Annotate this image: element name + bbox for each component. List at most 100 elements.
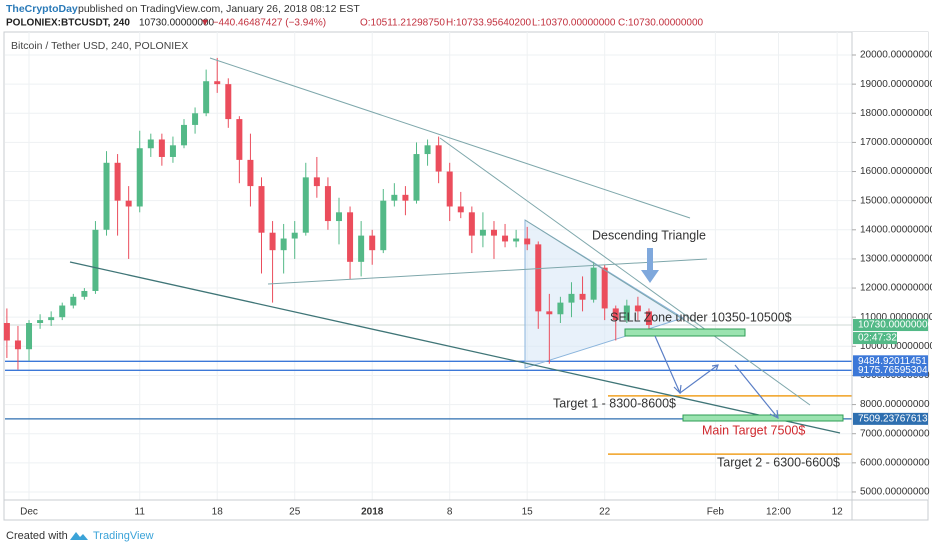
open: O:10511.21298750 (360, 18, 445, 29)
y-tick-label: 17000.00000000 (860, 137, 932, 148)
candle-body (81, 290, 88, 297)
symbol: POLONIEX:BTCUSDT, 240 (6, 18, 130, 29)
y-tick-label: 15000.00000000 (860, 195, 932, 206)
y-tick-label: 16000.00000000 (860, 166, 932, 177)
candle-body (181, 124, 188, 146)
candle-body (502, 235, 509, 242)
author[interactable]: TheCryptoDay (6, 3, 78, 15)
last-price-badge (853, 319, 928, 332)
candle-body (612, 308, 619, 321)
candle-body (214, 81, 221, 85)
y-tick-label: 10000.00000000 (860, 341, 932, 352)
annotation: Main Target 7500$ (702, 423, 805, 437)
y-tick-label: 14000.00000000 (860, 224, 932, 235)
candles (3, 57, 652, 370)
trend-line (524, 219, 701, 331)
main-target-zone (682, 414, 844, 422)
candle-body (424, 145, 431, 155)
candle-body (324, 186, 331, 222)
y-tick-label: 8000.00000000 (860, 399, 930, 410)
x-tick-label: 25 (289, 507, 301, 518)
candle-body (313, 177, 320, 187)
candle-body (14, 340, 21, 350)
y-tick-label: 18000.00000000 (860, 108, 932, 119)
trend-line (439, 137, 811, 406)
level-label: 9484.92011451 (858, 356, 927, 367)
x-tick-label: 8 (447, 507, 453, 518)
candle-body (634, 305, 641, 312)
y-tick-label: 20000.00000000 (860, 50, 932, 61)
x-tick-label: 15 (522, 507, 534, 518)
annotation: Target 1 - 8300-8600$ (553, 396, 676, 410)
brand[interactable]: TradingView (93, 530, 154, 542)
candle-body (479, 229, 486, 236)
candle-body (48, 317, 55, 321)
candle-body (169, 145, 176, 157)
x-tick-label: 22 (599, 507, 611, 518)
close: C:10730.00000000 (618, 18, 704, 29)
low: L:10370.00000000 (532, 18, 616, 29)
level-badge (853, 364, 928, 377)
candle-body (623, 305, 630, 321)
candle-body (557, 302, 564, 315)
candle-body (269, 232, 276, 251)
down-arrow (647, 248, 653, 270)
candle-body (601, 267, 608, 309)
candle-body (37, 320, 44, 324)
candle-body (435, 145, 442, 172)
candle-body (26, 323, 33, 350)
candle-body (291, 232, 298, 239)
candle-body (358, 235, 365, 262)
candle-body (402, 194, 409, 201)
annotation: SELL Zone under 10350-10500$ (610, 310, 792, 324)
sell-zone (624, 328, 746, 337)
annotation: Descending Triangle (592, 228, 706, 242)
published: published on TradingView.com, January 26… (78, 3, 360, 15)
candle-body (203, 81, 210, 114)
candle-body (568, 293, 575, 303)
countdown-badge (853, 332, 897, 345)
candle-body (103, 162, 110, 230)
y-tick-label: 7000.00000000 (860, 428, 930, 439)
y-tick-label: 11000.00000000 (860, 312, 932, 323)
high: H:10733.95640200 (446, 18, 532, 29)
candle-body (92, 229, 99, 291)
arrows (654, 335, 779, 420)
candle-body (225, 84, 232, 120)
candle-body (590, 267, 597, 300)
level-label: 9175.76595304 (858, 365, 928, 376)
x-tick-label: 12 (832, 507, 844, 518)
x-tick-label: Dec (20, 507, 38, 518)
candle-body (457, 206, 464, 213)
y-tick-label: 5000.00000000 (860, 487, 930, 498)
x-tick-label: 2018 (361, 507, 384, 518)
candle-body (3, 323, 10, 341)
candle-body (114, 162, 121, 201)
annotation: Target 2 - 6300-6600$ (717, 455, 840, 469)
arrow-head (673, 384, 682, 395)
candle-body (535, 244, 542, 312)
y-tick-label: 19000.00000000 (860, 79, 932, 90)
candle-body (369, 235, 376, 251)
candle-body (335, 212, 342, 222)
created-with: Created with (6, 530, 68, 542)
candle-body (524, 238, 531, 245)
candle-body (136, 148, 143, 207)
candle-body (347, 212, 354, 262)
arrow-head (769, 409, 779, 420)
candle-body (579, 293, 586, 300)
candle-body (158, 139, 165, 157)
candle-body (247, 159, 254, 187)
x-tick-label: Feb (707, 507, 725, 518)
last: 10730.00000000 (139, 18, 215, 29)
y-tick-label: 6000.00000000 (860, 457, 930, 468)
trend-lines (69, 57, 841, 434)
y-tick-label: 13000.00000000 (860, 254, 932, 265)
candle-body (380, 200, 387, 251)
trend-line (267, 258, 708, 285)
candle-body (236, 119, 243, 160)
candle-body (446, 171, 453, 207)
logo (70, 532, 88, 540)
